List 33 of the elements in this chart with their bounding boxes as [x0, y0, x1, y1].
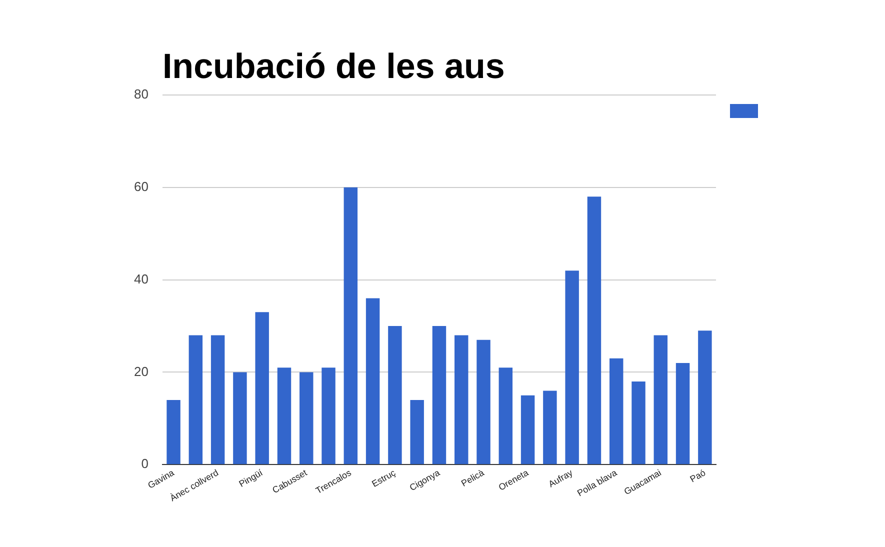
bar: [166, 400, 180, 464]
x-tick-label: Polla blava: [575, 468, 619, 498]
bar: [610, 358, 624, 464]
bar: [587, 196, 602, 464]
bar: [654, 335, 668, 464]
bar: [210, 335, 225, 464]
bar: [322, 368, 336, 464]
y-tick-label: 40: [134, 271, 148, 286]
bar: [255, 312, 269, 464]
y-tick-label: 80: [134, 86, 148, 102]
bar: [388, 326, 402, 464]
bar: [410, 400, 424, 464]
bar: [565, 270, 579, 464]
bar: [277, 368, 292, 464]
bar: [366, 298, 380, 464]
y-tick-label: 0: [141, 456, 148, 472]
bar: [344, 187, 358, 464]
x-tick-label: Paó: [688, 468, 708, 484]
bar: [188, 335, 203, 464]
bar: [432, 326, 446, 464]
bar: [676, 362, 690, 464]
bar: [300, 372, 314, 464]
y-tick-label: 60: [134, 178, 148, 194]
bar: [233, 372, 247, 464]
bar: [698, 330, 712, 464]
bar: [543, 390, 557, 464]
chart-title: Incubació de les aus: [162, 47, 505, 86]
bar: [476, 340, 490, 464]
y-tick-label: 20: [134, 364, 148, 379]
bar: [454, 335, 468, 464]
bar: [632, 381, 646, 464]
bar: [498, 368, 513, 464]
bar: [520, 395, 535, 464]
